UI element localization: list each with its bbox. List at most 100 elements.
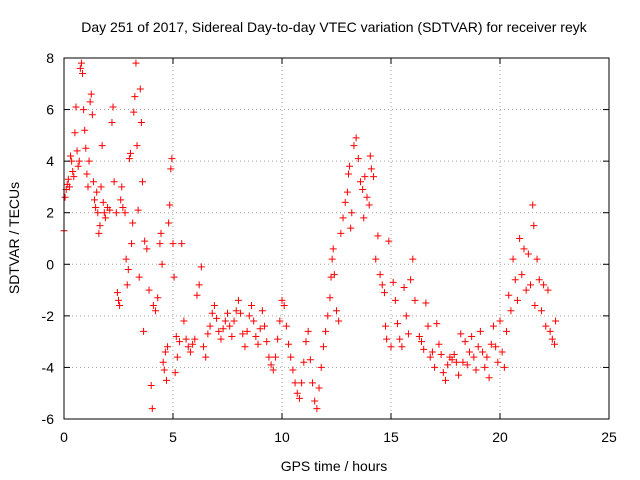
data-point <box>210 302 218 310</box>
data-point <box>337 229 345 237</box>
data-point <box>359 186 367 194</box>
data-point <box>367 165 375 173</box>
data-point <box>503 327 511 335</box>
data-point <box>418 338 426 346</box>
data-point <box>166 201 174 209</box>
data-point <box>83 170 91 178</box>
data-point <box>378 281 386 289</box>
data-point <box>82 144 90 152</box>
data-point <box>164 343 172 351</box>
data-point <box>455 371 463 379</box>
data-point <box>234 296 242 304</box>
data-point <box>171 369 179 377</box>
x-tick-label: 15 <box>383 429 399 445</box>
data-point <box>520 245 528 253</box>
data-point <box>112 209 120 217</box>
data-point <box>476 327 484 335</box>
data-point <box>291 379 299 387</box>
data-point <box>463 361 471 369</box>
data-point <box>533 255 541 263</box>
data-point <box>335 317 343 325</box>
data-point <box>289 366 297 374</box>
data-point <box>372 255 380 263</box>
y-tick-label: 4 <box>46 153 54 169</box>
data-point <box>80 106 88 114</box>
data-point <box>391 296 399 304</box>
data-point <box>306 356 314 364</box>
data-point <box>344 170 352 178</box>
data-point <box>302 338 310 346</box>
data-point <box>74 162 82 170</box>
data-point <box>341 198 349 206</box>
data-point <box>431 363 439 371</box>
data-point <box>195 281 203 289</box>
data-point <box>88 111 96 119</box>
ticks-layer: 0 5 10 15 20 25 -6 -4 -2 0 2 4 6 8 <box>42 50 617 445</box>
data-point <box>544 286 552 294</box>
data-point <box>542 322 550 330</box>
data-point <box>243 327 251 335</box>
data-point <box>330 271 338 279</box>
data-point <box>158 260 166 268</box>
data-point <box>133 142 141 150</box>
data-point <box>226 322 234 330</box>
data-point <box>481 363 489 371</box>
data-point <box>450 351 458 359</box>
chart-title: Day 251 of 2017, Sidereal Day-to-day VTE… <box>81 19 587 35</box>
data-point <box>500 363 508 371</box>
data-point <box>95 229 103 237</box>
data-point <box>276 317 284 325</box>
data-point <box>172 332 180 340</box>
data-point <box>70 173 78 181</box>
data-point <box>87 90 95 98</box>
data-point <box>152 307 160 315</box>
points-layer <box>60 59 560 413</box>
data-point <box>530 222 538 230</box>
data-point <box>130 108 138 116</box>
data-point <box>228 332 236 340</box>
data-point <box>202 353 210 361</box>
data-point <box>293 389 301 397</box>
data-point <box>206 322 214 330</box>
data-point <box>348 209 356 217</box>
data-point <box>398 343 406 351</box>
data-point <box>531 302 539 310</box>
data-point <box>71 129 79 137</box>
data-point <box>143 245 151 253</box>
data-point <box>169 240 177 248</box>
data-point <box>328 255 336 263</box>
data-point <box>472 366 480 374</box>
data-point <box>347 224 355 232</box>
data-point <box>522 286 530 294</box>
data-point <box>470 353 478 361</box>
data-point <box>333 307 340 315</box>
data-point <box>518 271 526 279</box>
data-point <box>108 118 116 126</box>
data-point <box>115 296 122 304</box>
data-point <box>64 175 72 183</box>
data-point <box>77 59 85 67</box>
data-point <box>147 381 155 389</box>
data-point <box>485 374 493 382</box>
data-point <box>287 353 295 361</box>
data-point <box>122 255 130 263</box>
data-point <box>479 348 487 356</box>
data-point <box>101 214 109 222</box>
data-point <box>442 376 449 384</box>
data-point <box>492 343 500 351</box>
data-point <box>298 379 306 387</box>
data-point <box>241 343 249 351</box>
data-point <box>167 165 175 173</box>
data-point <box>258 307 266 315</box>
data-point <box>186 348 194 356</box>
data-point <box>161 348 169 356</box>
data-point <box>132 59 140 67</box>
x-tick-label: 0 <box>60 429 68 445</box>
data-point <box>94 209 102 217</box>
data-point <box>193 291 201 299</box>
data-point <box>387 343 395 351</box>
data-point <box>65 183 73 191</box>
data-point <box>489 322 497 330</box>
data-point <box>511 276 519 284</box>
data-point <box>402 312 410 320</box>
